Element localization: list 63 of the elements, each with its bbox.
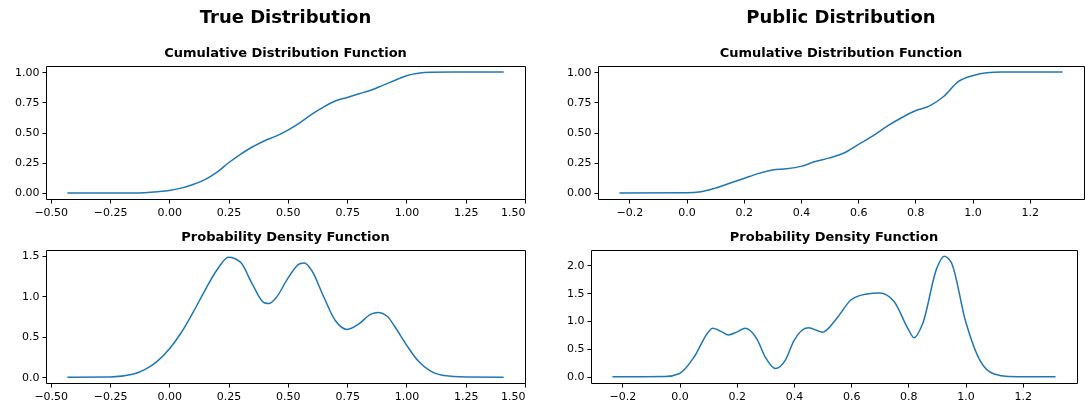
y-tick-label: 0.0 xyxy=(22,370,40,384)
y-tick-label: 1.5 xyxy=(22,249,40,263)
x-tick-label: 1.00 xyxy=(394,389,420,401)
x-tick-label: −0.25 xyxy=(93,389,128,401)
y-tick-label: 1.5 xyxy=(567,286,585,300)
x-tick-label: 0.00 xyxy=(157,205,183,219)
x-tick-label: 0.2 xyxy=(728,389,747,401)
x-tick-label: −0.50 xyxy=(34,389,69,401)
x-tick-label: 0.6 xyxy=(849,205,868,219)
x-tick-label: 0.50 xyxy=(276,389,301,401)
y-tick-label: 2.0 xyxy=(567,258,585,272)
line-series xyxy=(66,256,505,379)
chart-subtitle: Cumulative Distribution Function xyxy=(164,45,407,60)
x-tick-label: −0.2 xyxy=(609,389,637,401)
chart-title: Probability Density Function xyxy=(729,229,939,244)
y-tick-label: 0.50 xyxy=(567,126,592,139)
x-tick-label: −0.2 xyxy=(616,205,644,219)
y-tick-label: 0.0 xyxy=(567,370,585,384)
x-tick-label: 0.25 xyxy=(216,205,242,219)
chart-title: Public Distribution xyxy=(746,6,936,27)
x-tick-label: 0.8 xyxy=(907,205,925,219)
x-tick-label: 1.25 xyxy=(453,205,479,219)
x-tick-label: 1.50 xyxy=(501,389,526,401)
chart-title: True Distribution xyxy=(199,6,372,27)
x-tick-label: 0.25 xyxy=(216,389,242,401)
line-series xyxy=(66,71,505,194)
x-tick-label: 1.00 xyxy=(394,205,420,219)
x-tick-label: −0.25 xyxy=(93,205,128,219)
x-tick-label: 0.2 xyxy=(735,205,754,219)
y-tick-label: 0.50 xyxy=(15,126,40,139)
y-tick-label: 1.0 xyxy=(22,289,40,303)
y-tick-label: 0.5 xyxy=(567,342,585,356)
x-tick-label: 0.50 xyxy=(276,205,301,219)
x-tick-label: 0.0 xyxy=(671,389,689,401)
y-tick-label: 0.25 xyxy=(567,156,592,170)
y-tick-label: 0.75 xyxy=(567,95,592,109)
x-tick-label: 1.2 xyxy=(1014,389,1032,401)
x-tick-label: 0.00 xyxy=(157,389,183,401)
x-tick-label: 0.4 xyxy=(785,389,804,401)
x-tick-label: −0.50 xyxy=(34,205,69,219)
y-tick-label: 0.00 xyxy=(567,186,592,200)
x-tick-label: 0.6 xyxy=(842,389,861,401)
x-tick-label: 0.75 xyxy=(335,389,360,401)
y-tick-label: 0.25 xyxy=(15,156,40,170)
y-tick-label: 1.00 xyxy=(567,65,592,79)
y-tick-label: 0.5 xyxy=(22,330,40,344)
y-tick-label: 1.00 xyxy=(15,65,40,79)
chart-title: Probability Density Function xyxy=(181,228,390,244)
y-tick-label: 0.00 xyxy=(15,186,40,200)
x-tick-label: 0.4 xyxy=(792,205,811,219)
x-tick-label: 0.0 xyxy=(678,205,696,219)
x-tick-label: 0.75 xyxy=(335,205,360,219)
x-tick-label: 1.0 xyxy=(964,205,982,219)
line-series xyxy=(618,71,1064,194)
x-tick-label: 1.0 xyxy=(957,389,975,401)
line-series xyxy=(611,255,1057,378)
x-tick-label: 1.50 xyxy=(501,205,526,219)
chart-subtitle: Cumulative Distribution Function xyxy=(719,45,963,60)
y-tick-label: 0.75 xyxy=(15,95,40,109)
x-tick-label: 1.25 xyxy=(453,389,479,401)
x-tick-label: 1.2 xyxy=(1021,205,1039,219)
x-tick-label: 0.8 xyxy=(900,389,918,401)
y-tick-label: 1.0 xyxy=(567,314,585,328)
